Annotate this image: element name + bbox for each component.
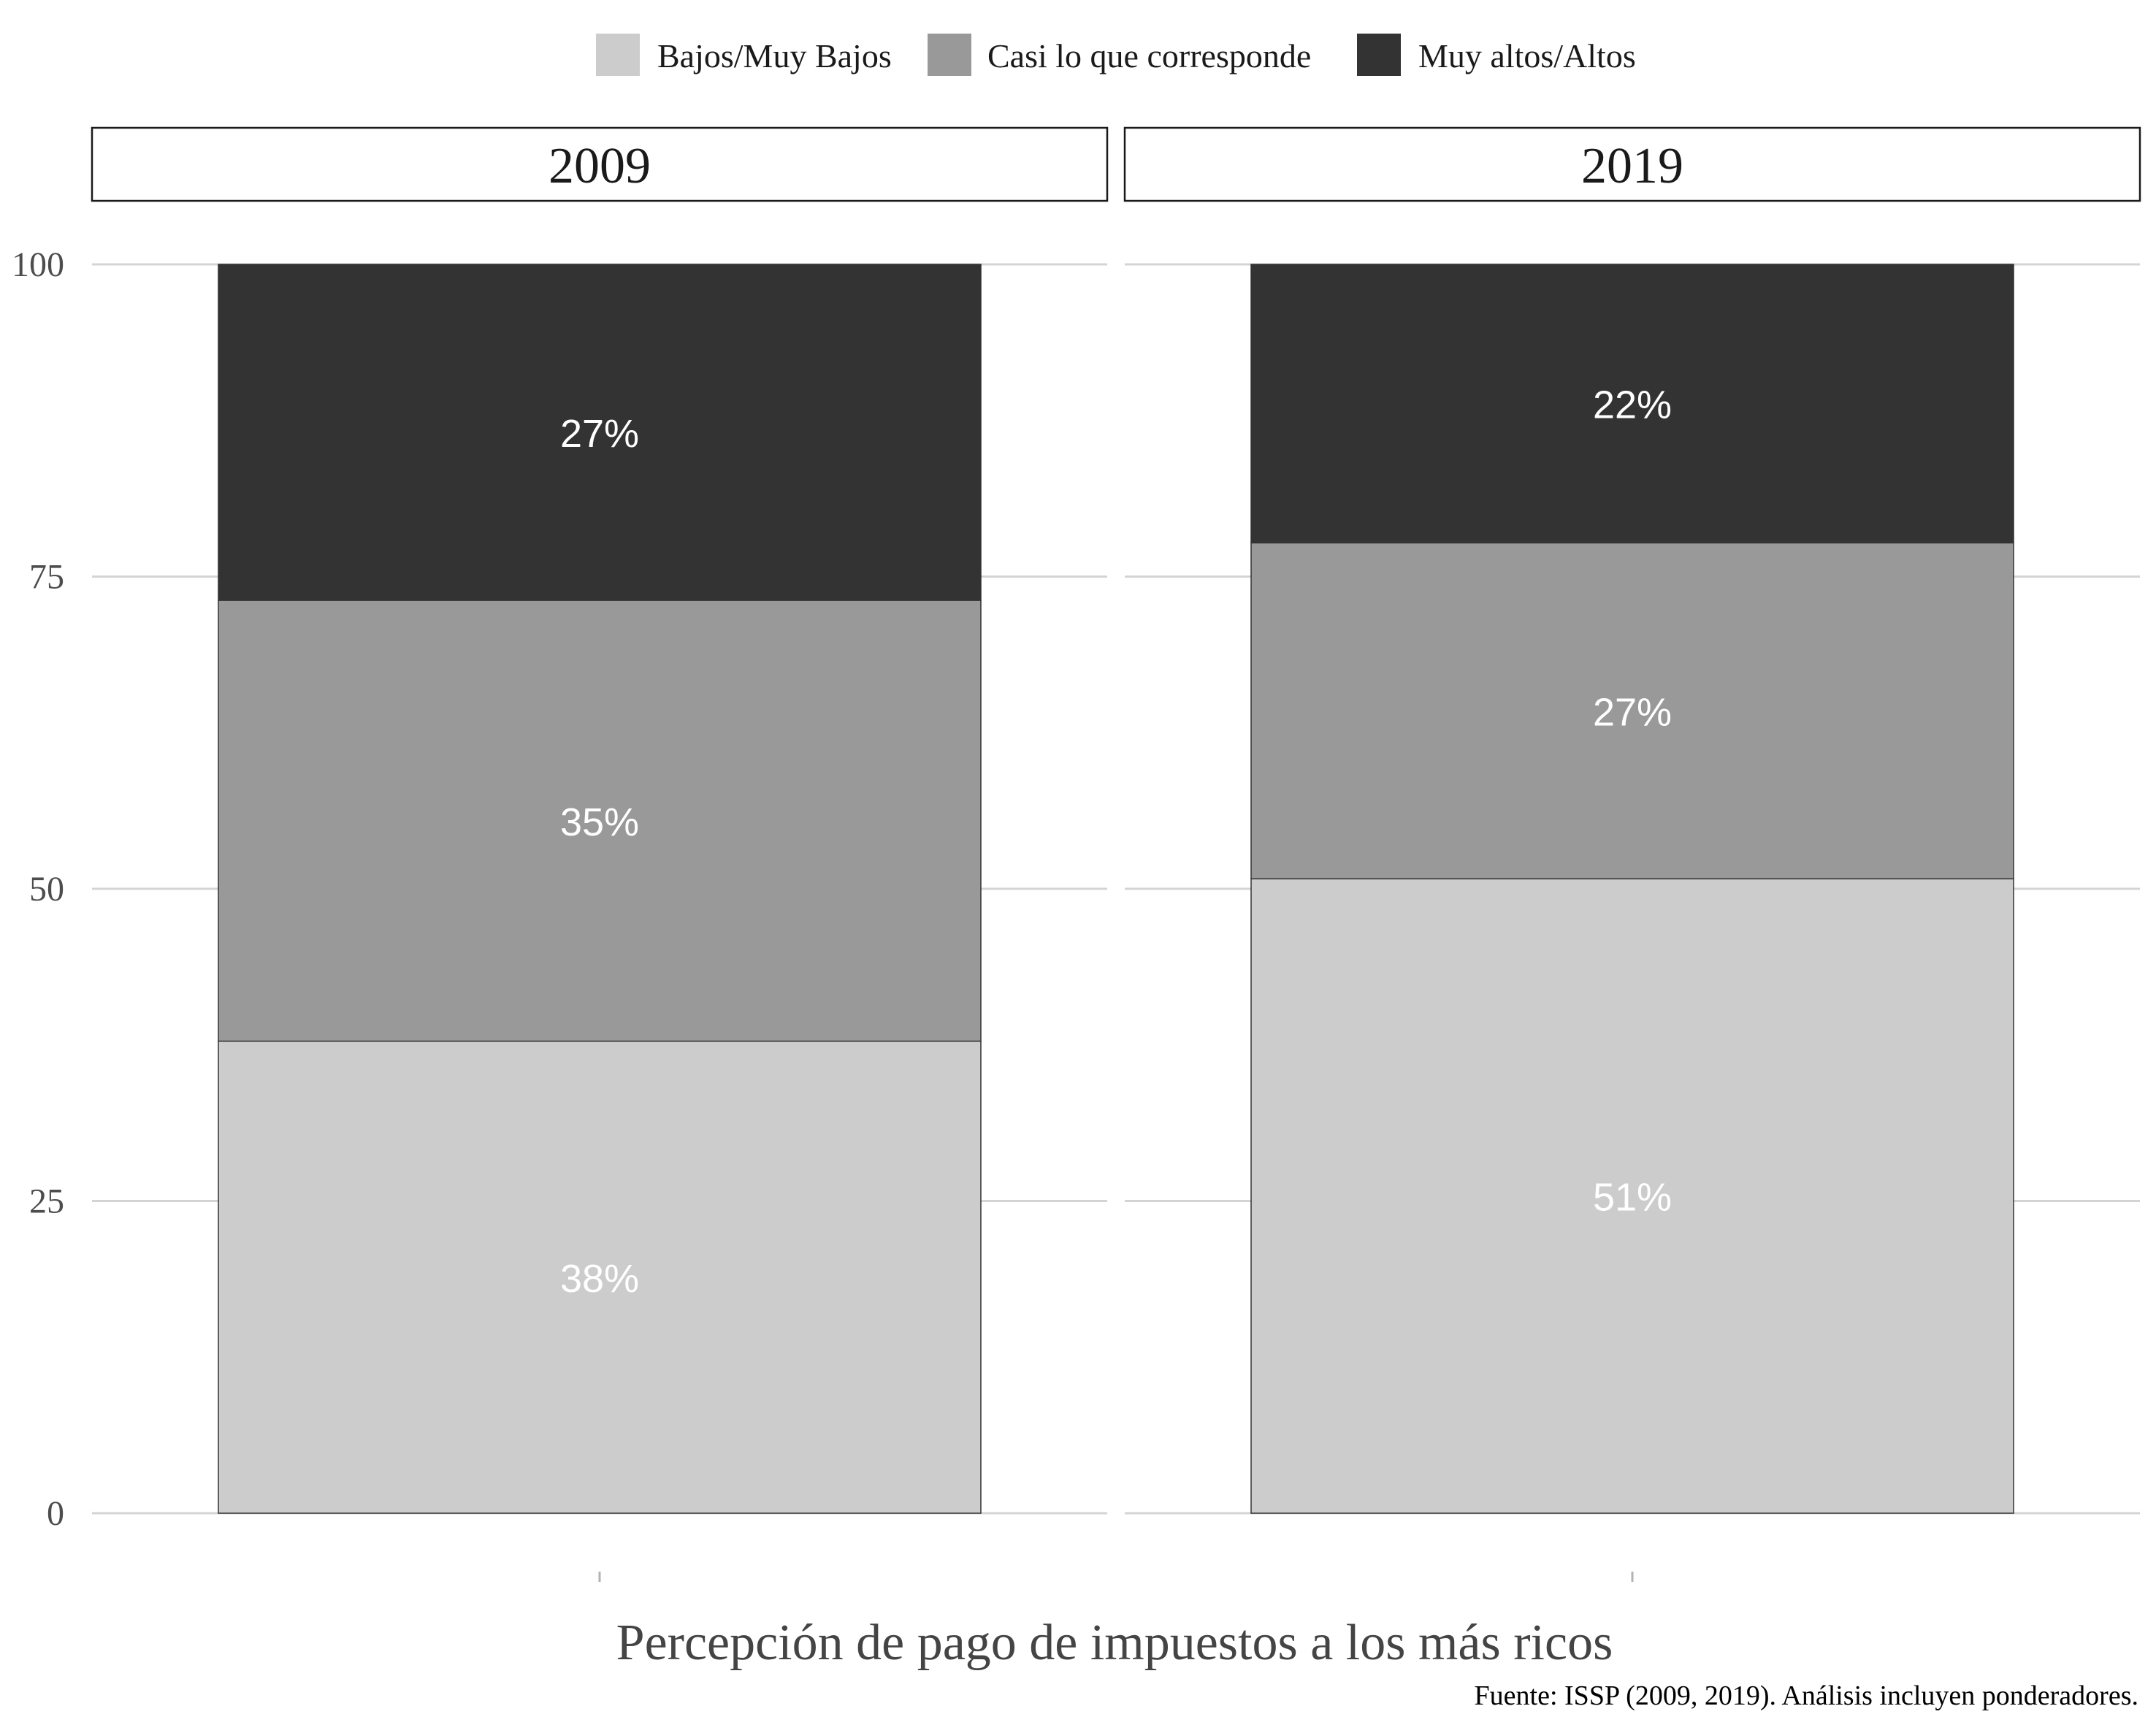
data-label-2019-segment-2: 27% [1593,690,1672,734]
legend-swatch-2 [928,34,971,76]
x-axis-label: Percepción de pago de impuestos a los má… [616,1615,1613,1671]
facet-label-2019: 2019 [1581,138,1683,194]
facet-strips: 2009 2019 [91,126,2141,202]
bar-2019-segment-3 [1250,264,2014,544]
data-label-2009-segment-2: 35% [560,800,639,844]
y-tick-label-100: 100 [12,245,64,284]
data-label-2009-segment-1: 38% [560,1257,639,1301]
legend-label-1: Bajos/Muy Bajos [657,37,892,74]
legend-label-2: Casi lo que corresponde [987,37,1311,74]
data-label-2019-segment-3: 22% [1593,383,1672,427]
facet-strip-2009 [91,126,1109,202]
legend: Bajos/Muy Bajos Casi lo que corresponde Mu… [596,34,1636,76]
facet-strip-2019 [1123,126,2141,202]
bar-2009-segment-3 [218,264,982,601]
legend-label-3: Muy altos/Altos [1418,37,1636,74]
bar-2009-segment-2 [218,600,982,1042]
data-label-2009-segment-3: 27% [560,412,639,456]
y-axis: 0 25 50 75 100 [12,245,64,1533]
y-tick-label-0: 0 [47,1494,64,1533]
bars: 38% 35% 27% 51% 27% 22% [218,264,2014,1514]
caption: Fuente: ISSP (2009, 2019). Análisis incl… [1475,1680,2138,1711]
bar-2019-segment-1 [1250,878,2014,1514]
x-axis-ticks [598,1572,1634,1582]
data-label-2019-segment-1: 51% [1593,1176,1672,1220]
legend-swatch-1 [596,34,640,76]
y-tick-label-50: 50 [29,870,64,909]
bar-2009-segment-1 [218,1040,982,1514]
bar-2019-segment-2 [1250,542,2014,880]
legend-swatch-3 [1357,34,1401,76]
y-tick-label-25: 25 [29,1182,64,1221]
facet-label-2009: 2009 [548,138,651,194]
y-tick-label-75: 75 [29,558,64,597]
